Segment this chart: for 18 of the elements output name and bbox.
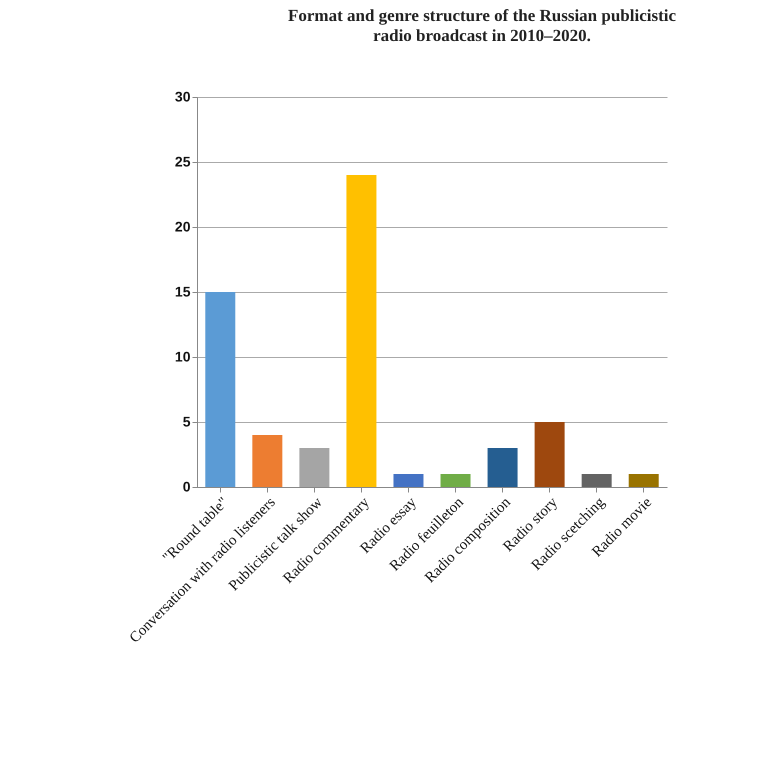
bar [534,422,565,487]
bar [582,474,612,487]
bar [252,435,282,487]
y-tick-label: 20 [174,218,191,234]
bar [205,292,236,487]
y-tick-label: 25 [174,154,191,170]
y-tick-label: 15 [174,284,191,300]
chart-title: Format and genre structure of the Russian publicistic radio broadcast in 2010–2020. [288,6,676,45]
bar [440,474,471,487]
y-tick-label: 10 [174,348,191,364]
bar [628,474,659,487]
bar [346,175,376,487]
bar [393,474,424,487]
bar [299,448,330,487]
y-tick-label: 0 [182,478,191,494]
y-tick-label: 5 [182,414,191,430]
bar [488,448,518,487]
y-tick-label: 30 [174,88,191,104]
